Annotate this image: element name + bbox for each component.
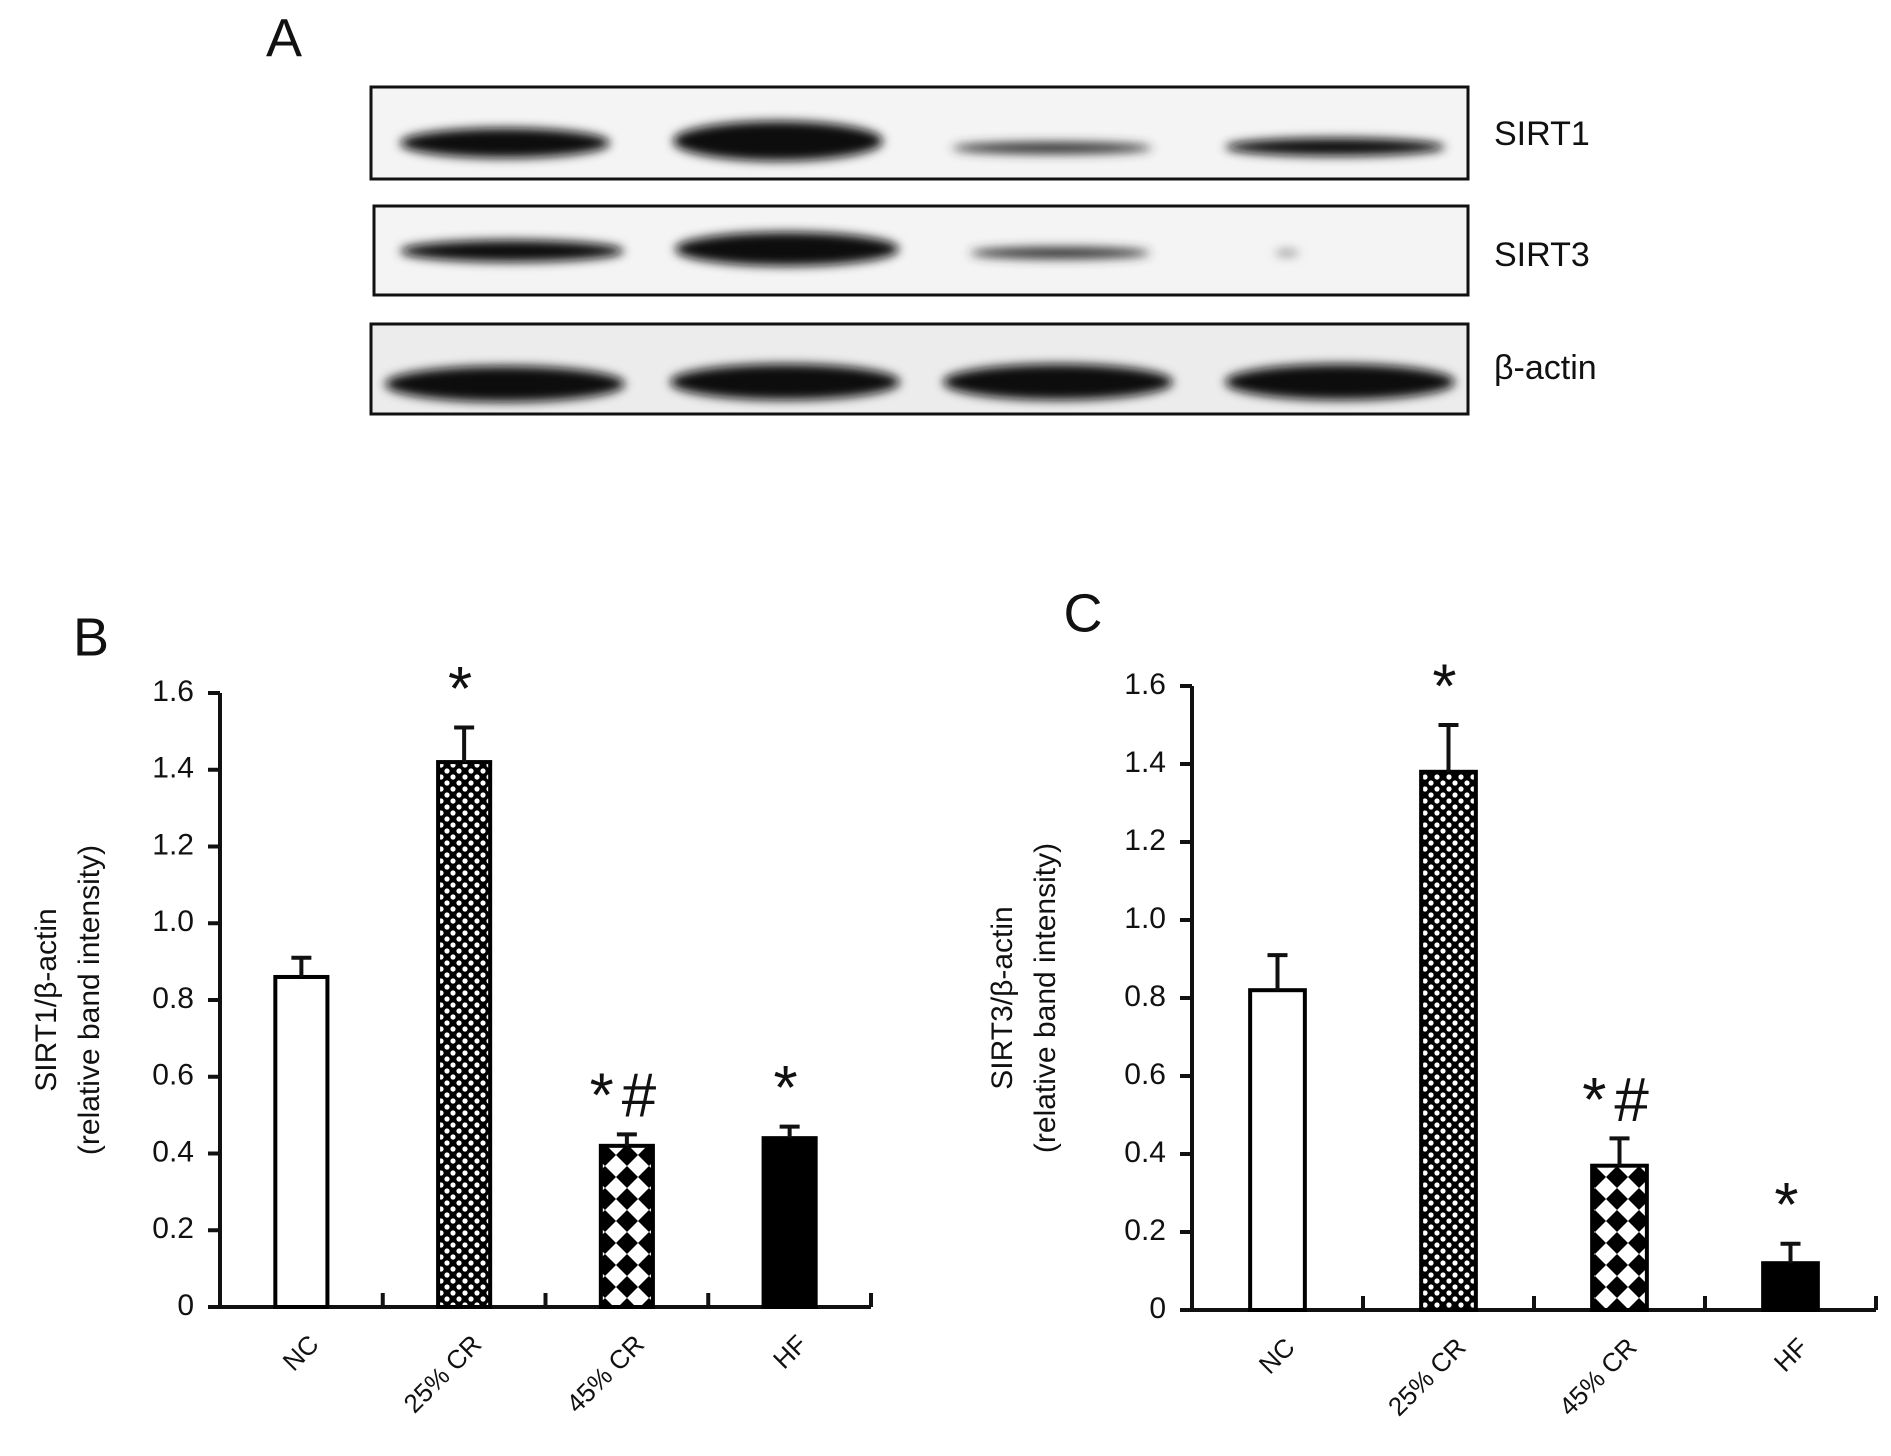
y-tick-label: 0.2 <box>1124 1214 1166 1247</box>
panel-label: A <box>266 8 302 68</box>
band-label: SIRT1 <box>1494 115 1590 153</box>
error-bar <box>779 1124 800 1139</box>
annotation: *# <box>590 1062 665 1131</box>
y-axis-label: SIRT1/β-actin <box>30 908 63 1091</box>
panel-label: B <box>73 607 109 667</box>
y-tick-label: 0.6 <box>152 1059 194 1092</box>
y-tick-label: 0 <box>177 1289 194 1322</box>
error-bar <box>1780 1241 1801 1264</box>
y-tick-label: 1.2 <box>152 828 194 861</box>
x-tick-label: HF <box>767 1329 813 1375</box>
y-tick-label: 0.4 <box>1124 1136 1166 1169</box>
y-tick-label: 0 <box>1149 1292 1166 1325</box>
y-tick-label: 0.4 <box>152 1135 194 1168</box>
annotation: * <box>448 655 480 724</box>
x-tick-label: 45% CR <box>560 1329 650 1419</box>
bar <box>273 974 330 1309</box>
blot <box>369 85 1470 416</box>
x-tick-label: 25% CR <box>398 1329 488 1419</box>
annotation: * <box>1432 652 1464 721</box>
annotation: * <box>1774 1171 1806 1240</box>
y-tick-label: 1.6 <box>1124 668 1166 701</box>
error-bar <box>1267 953 1288 991</box>
band-label: SIRT3 <box>1494 236 1590 274</box>
y-tick-label: 1.6 <box>152 675 194 708</box>
annotation: *# <box>1582 1066 1657 1135</box>
y-tick-label: 0.6 <box>1124 1058 1166 1091</box>
bar <box>1248 988 1307 1312</box>
y-tick-label: 1.4 <box>152 752 194 785</box>
y-axis-label: (relative band intensity) <box>73 845 106 1155</box>
error-bar <box>291 955 312 977</box>
error-bar <box>454 725 475 763</box>
x-tick-label: NC <box>277 1329 325 1377</box>
error-bar <box>1438 723 1459 772</box>
bands <box>385 121 1455 402</box>
bar <box>598 1143 655 1309</box>
y-axis-label: SIRT3/β-actin <box>986 906 1019 1089</box>
bar <box>761 1136 818 1310</box>
x-tick-label: HF <box>1768 1332 1814 1378</box>
x-tick-label: NC <box>1253 1332 1301 1380</box>
y-tick-label: 0.8 <box>1124 980 1166 1013</box>
y-tick-label: 1.4 <box>1124 746 1166 779</box>
error-bar <box>1609 1136 1630 1166</box>
panel-label: C <box>1064 583 1103 643</box>
y-tick-label: 0.2 <box>152 1212 194 1245</box>
error-bar <box>616 1132 637 1146</box>
band-label: β-actin <box>1494 349 1597 387</box>
y-tick-label: 1.0 <box>1124 902 1166 935</box>
bar <box>1590 1163 1649 1312</box>
bar <box>1419 769 1478 1312</box>
annotation: * <box>774 1054 806 1123</box>
x-tick-label: 45% CR <box>1553 1332 1643 1422</box>
y-tick-label: 1.2 <box>1124 824 1166 857</box>
y-axis-label: (relative band intensity) <box>1029 843 1062 1153</box>
bar <box>436 760 493 1309</box>
y-tick-label: 0.8 <box>152 982 194 1015</box>
x-tick-label: 25% CR <box>1382 1332 1472 1422</box>
bar <box>1761 1261 1820 1312</box>
y-tick-label: 1.0 <box>152 905 194 938</box>
